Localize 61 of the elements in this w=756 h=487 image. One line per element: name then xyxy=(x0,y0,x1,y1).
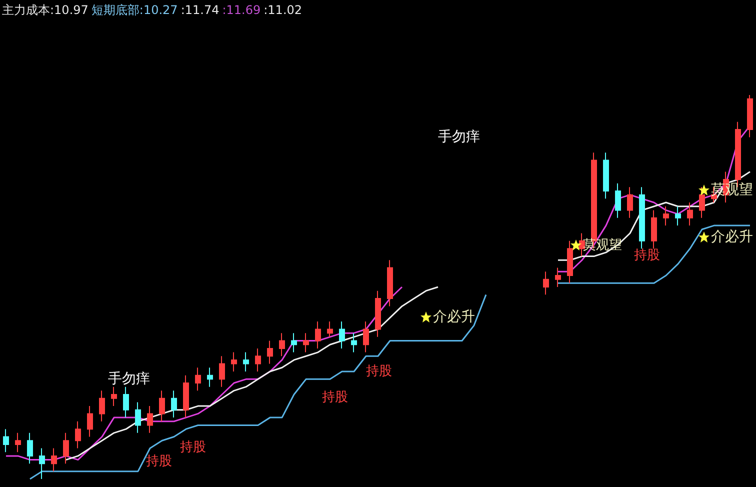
candlestick xyxy=(51,448,57,472)
annotation: 介必升 xyxy=(711,229,753,245)
candlestick xyxy=(267,340,273,364)
candlestick xyxy=(315,321,321,349)
candlestick xyxy=(123,386,129,418)
candlestick xyxy=(375,290,381,338)
candlestick xyxy=(255,348,261,372)
candlestick xyxy=(675,206,681,226)
candlestick xyxy=(579,232,585,257)
candlestick xyxy=(627,186,633,218)
annotation: 持股 xyxy=(366,364,392,379)
candlestick xyxy=(291,332,297,353)
candlestick xyxy=(327,321,333,338)
candlestick xyxy=(555,267,561,288)
candlestick xyxy=(3,428,9,453)
candlestick xyxy=(87,406,93,438)
candlestick xyxy=(75,420,81,449)
candlestick xyxy=(663,206,669,226)
candlestick xyxy=(15,432,21,453)
candlestick xyxy=(243,352,249,372)
candlestick xyxy=(111,386,117,407)
candlestick xyxy=(183,374,189,418)
candlestick xyxy=(147,406,153,434)
candlestick xyxy=(303,332,309,353)
candlestick xyxy=(567,240,573,284)
annotation: 手勿痒 xyxy=(438,129,480,145)
annotation: 手勿痒 xyxy=(108,371,150,387)
candlestick xyxy=(615,182,621,218)
candlestick xyxy=(651,210,657,250)
annotation: 持股 xyxy=(180,440,206,455)
text: :11.69 xyxy=(222,3,261,17)
candlestick xyxy=(279,332,285,357)
candlestick xyxy=(603,152,609,200)
candlestick xyxy=(363,321,369,353)
annotation: 持股 xyxy=(634,248,660,263)
candlestick xyxy=(27,432,33,464)
candlestick xyxy=(339,321,345,349)
annotation: 介必升 xyxy=(433,309,475,325)
annotation: 持股 xyxy=(146,454,172,469)
candlestick xyxy=(231,352,237,372)
candlestick xyxy=(747,94,753,138)
candlestick xyxy=(699,186,705,218)
candlestick xyxy=(135,402,141,434)
candlestick xyxy=(387,260,393,307)
annotation: 持股 xyxy=(322,390,348,405)
candlestick xyxy=(207,367,213,388)
candlestick xyxy=(687,202,693,226)
candlestick xyxy=(171,390,177,418)
candlestick xyxy=(99,390,105,422)
candlestick xyxy=(219,356,225,388)
candlestick xyxy=(63,432,69,464)
text: 短期底部:10.27 xyxy=(91,3,178,17)
candlestick xyxy=(543,271,549,296)
candlestick xyxy=(159,390,165,422)
candlestick xyxy=(351,332,357,353)
candlestick xyxy=(195,367,201,392)
candlestick xyxy=(39,448,45,480)
text: 主力成本:10.97 xyxy=(2,3,88,17)
text: :11.74 xyxy=(180,3,220,17)
candlestick xyxy=(639,186,645,250)
text: :11.02 xyxy=(264,3,302,17)
